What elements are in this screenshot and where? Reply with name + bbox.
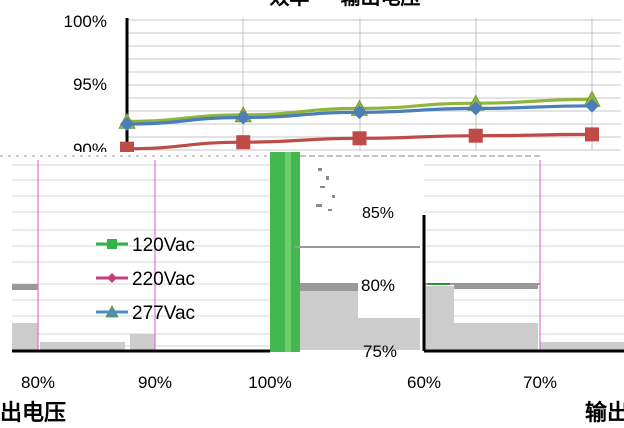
x-axis-title-fragment: 输出	[585, 400, 624, 425]
x-tick-label: 80%	[21, 373, 55, 392]
data-point-220Vac	[352, 131, 367, 146]
middle-overlap-strip: 85% 80% 75%	[270, 152, 422, 361]
y-tick-label: 75%	[363, 342, 397, 361]
legend-marker-120Vac	[107, 239, 117, 249]
lower-left-background-blocks	[12, 160, 156, 350]
x-axis-title-fragment: 出电压	[0, 400, 66, 425]
y-tick-label: 80%	[361, 276, 395, 295]
data-point-277Vac	[468, 101, 483, 116]
lower-right-gridlines	[424, 164, 624, 335]
x-tick-label: 60%	[407, 373, 441, 392]
data-point-220Vac	[585, 127, 599, 142]
top-efficiency-chart: 效率 — 输出电压 100% 95% 90%	[64, 0, 621, 159]
data-point-220Vac	[236, 135, 251, 150]
top-chart-series	[118, 90, 601, 156]
legend-label: 120Vac	[132, 235, 195, 256]
data-point-277Vac	[352, 105, 367, 120]
legend-label: 277Vac	[132, 303, 195, 324]
lower-right-chart: 60% 70% 输出	[407, 160, 624, 425]
data-point-277Vac	[585, 98, 599, 113]
lower-right-background-blocks	[424, 160, 624, 350]
lower-left-chart: 120Vac 220Vac 277Vac 80% 90% 100% 出电压	[0, 160, 292, 425]
legend-marker-220Vac	[107, 273, 117, 283]
top-y-tick-label: 95%	[73, 75, 107, 94]
x-tick-label: 100%	[248, 373, 291, 392]
data-point-277Vac	[120, 117, 134, 131]
legend-marker-277Vac	[105, 305, 119, 318]
scan-artifact-band	[0, 152, 624, 160]
data-point-277Vac	[236, 110, 251, 125]
x-tick-label: 70%	[523, 373, 557, 392]
y-tick-label: 85%	[362, 205, 394, 222]
data-point-220Vac	[468, 128, 483, 143]
top-chart-gridlines	[127, 18, 621, 151]
legend-label: 220Vac	[132, 269, 195, 290]
top-y-tick-label: 100%	[64, 12, 107, 31]
legend: 120Vac 220Vac 277Vac	[96, 235, 195, 324]
x-tick-label: 90%	[138, 373, 172, 392]
scan-noise-specks	[316, 168, 335, 211]
top-chart-title: 效率 — 输出电压	[269, 0, 420, 9]
